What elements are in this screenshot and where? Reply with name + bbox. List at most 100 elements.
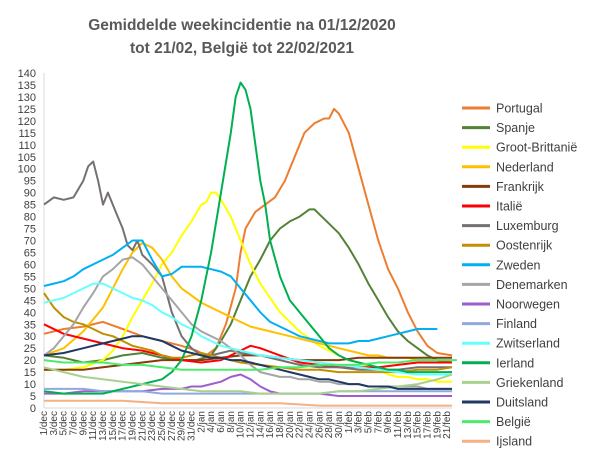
legend-label: Nederland	[496, 160, 554, 174]
y-tick-label: 10	[24, 379, 36, 391]
series-line-8	[43, 239, 438, 345]
y-tick-label: 140	[18, 68, 36, 80]
y-tick-label: 125	[18, 104, 36, 116]
series-line-17	[44, 399, 452, 407]
series-line-16	[43, 359, 457, 371]
y-tick-label: 80	[24, 212, 36, 224]
legend-label: Griekenland	[496, 376, 563, 390]
chart-title-line-1: Gemiddelde weekincidentie na 01/12/2020	[88, 17, 396, 34]
x-tick-label: 11/feb	[393, 411, 404, 438]
x-tick-label: 3/feb	[354, 411, 365, 434]
x-tick-label: 14/jan	[255, 411, 266, 438]
x-tick-label: 1/dec	[39, 411, 50, 435]
y-tick-label: 0	[30, 403, 36, 415]
y-tick-label: 35	[24, 319, 36, 331]
y-tick-label: 70	[24, 236, 36, 248]
y-tick-label: 90	[24, 188, 36, 200]
x-tick-label: 25/dec	[157, 411, 168, 441]
y-tick-label: 5	[30, 391, 36, 403]
x-tick-label: 27/dec	[167, 411, 178, 441]
y-tick-label: 100	[18, 164, 36, 176]
x-tick-label: 4/jan	[206, 411, 217, 433]
x-tick-label: 22/jan	[295, 411, 306, 438]
legend-label: Finland	[496, 317, 537, 331]
x-tick-label: 29/dec	[177, 411, 188, 441]
series-line-1	[43, 208, 453, 364]
x-tick-label: 31/dec	[186, 411, 197, 441]
x-tick-label: 1/feb	[344, 411, 355, 434]
x-tick-label: 8/jan	[226, 411, 237, 433]
series-line-5	[43, 323, 452, 369]
y-tick-label: 45	[24, 295, 36, 307]
x-tick-label: 28/jan	[324, 411, 335, 438]
series-line-14	[43, 366, 453, 395]
x-tick-label: 30/jan	[334, 411, 345, 438]
x-tick-label: 2/jan	[196, 411, 207, 433]
x-tick-label: 6/jan	[216, 411, 227, 433]
y-tick-label: 115	[18, 128, 36, 140]
series-lines	[43, 81, 457, 407]
y-tick-label: 20	[24, 355, 36, 367]
legend: Portugal Spanje Groot-Brittanië Nederland Fr…	[462, 102, 577, 449]
x-tick-label: 19/feb	[432, 411, 443, 439]
legend-label: Luxemburg	[496, 219, 559, 233]
x-tick-label: 17/feb	[422, 411, 433, 439]
y-tick-label: 30	[24, 331, 36, 343]
x-tick-label: 15/dec	[108, 411, 119, 441]
y-tick-label: 55	[24, 271, 36, 283]
chart-title-line-2: tot 21/02, België tot 22/02/2021	[130, 40, 354, 57]
x-tick-label: 18/jan	[275, 411, 286, 438]
y-tick-label: 85	[24, 200, 36, 212]
y-tick-label: 105	[18, 152, 36, 164]
x-tick-label: 7/dec	[68, 411, 79, 435]
x-tick-label: 17/dec	[118, 411, 129, 441]
legend-label: Denemarken	[496, 278, 568, 292]
x-tick-label: 11/dec	[88, 411, 99, 440]
x-tick-label: 12/jan	[245, 411, 256, 438]
x-tick-label: 26/jan	[314, 411, 325, 438]
legend-label: Groot-Brittanië	[496, 141, 577, 155]
y-tick-label: 25	[24, 343, 36, 355]
y-tick-label: 130	[18, 92, 36, 104]
y-tick-label: 75	[24, 224, 36, 236]
x-tick-label: 13/feb	[403, 411, 414, 439]
x-tick-label: 5/feb	[363, 411, 374, 434]
x-tick-label: 3/dec	[49, 411, 60, 435]
x-tick-label: 21/feb	[442, 411, 453, 439]
y-tick-label: 135	[18, 80, 36, 92]
x-tick-label: 20/jan	[285, 411, 296, 438]
legend-label: Frankrijk	[496, 180, 545, 194]
legend-label: Zwitserland	[496, 337, 560, 351]
x-axis: 1/dec3/dec5/dec7/dec9/dec11/dec13/dec15/…	[39, 407, 453, 441]
legend-label: Noorwegen	[496, 298, 560, 312]
x-tick-label: 16/jan	[265, 411, 276, 438]
x-tick-label: 21/dec	[137, 411, 148, 441]
legend-label: Zweden	[496, 258, 541, 272]
x-tick-label: 9/feb	[383, 411, 394, 434]
x-tick-label: 13/dec	[98, 411, 109, 441]
legend-label: Duitsland	[496, 396, 548, 410]
x-tick-label: 5/dec	[59, 411, 70, 435]
y-axis: 0510152025303540455055606570758085909510…	[18, 68, 45, 415]
y-tick-label: 15	[24, 367, 36, 379]
y-tick-label: 50	[24, 283, 36, 295]
legend-label: Oostenrijk	[496, 239, 553, 253]
y-tick-label: 65	[24, 247, 36, 259]
legend-label: Ijsland	[496, 435, 532, 449]
y-tick-label: 40	[24, 307, 36, 319]
series-line-15	[43, 335, 452, 390]
y-tick-label: 110	[18, 140, 36, 152]
x-tick-label: 9/dec	[78, 411, 89, 435]
legend-label: Ierland	[496, 356, 534, 370]
legend-label: België	[496, 415, 531, 429]
legend-label: Spanje	[496, 121, 535, 135]
series-line-12	[43, 282, 452, 376]
x-tick-label: 15/feb	[413, 411, 424, 439]
x-tick-label: 24/jan	[304, 411, 315, 438]
x-tick-label: 7/feb	[373, 411, 384, 434]
x-tick-label: 23/dec	[147, 411, 158, 441]
series-line-13	[43, 81, 452, 395]
x-tick-label: 19/dec	[127, 411, 138, 441]
y-tick-label: 60	[24, 259, 36, 271]
